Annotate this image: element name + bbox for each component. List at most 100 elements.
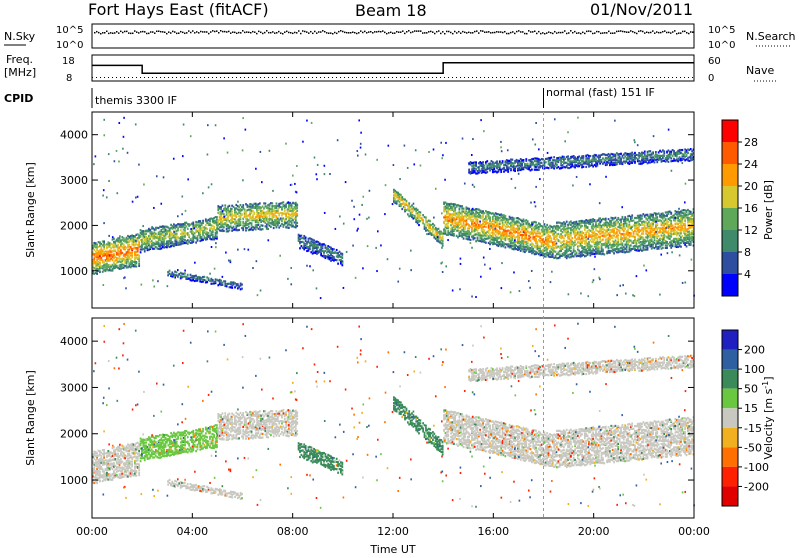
power-cell: [404, 207, 406, 209]
power-cell: [296, 222, 298, 224]
power-cell: [296, 213, 298, 215]
noise-point: [298, 30, 300, 32]
power-cell: [263, 207, 265, 209]
power-cell: [113, 261, 115, 263]
power-cell: [620, 153, 622, 155]
power-cell: [273, 227, 275, 229]
noise-point: [528, 30, 530, 32]
power-cell: [500, 171, 502, 173]
power-cell: [195, 241, 197, 243]
noise-point: [572, 32, 574, 33]
power-cell: [670, 212, 672, 214]
noise-point: [222, 31, 224, 32]
power-cell: [305, 236, 307, 238]
power-cell: [570, 246, 572, 248]
power-cell: [216, 216, 218, 218]
noise-point: [566, 33, 568, 35]
power-cell: [138, 244, 140, 246]
noise-point: [276, 32, 278, 34]
power-cell: [155, 233, 157, 235]
power-cell: [589, 223, 591, 225]
power-cell: [513, 217, 515, 219]
noise-point: [420, 30, 422, 32]
noise-left-tick-top: 10^5: [56, 25, 83, 36]
noise-point: [236, 33, 238, 35]
power-cell: [605, 218, 607, 220]
noise-point: [104, 32, 106, 34]
power-cell: [228, 229, 230, 231]
power-cell: [96, 244, 98, 246]
power-cell: [662, 247, 664, 249]
noise-point: [564, 30, 566, 32]
power-cell: [644, 225, 646, 227]
power-cell: [656, 223, 658, 225]
noise-point: [622, 31, 624, 33]
power-cell: [507, 171, 509, 173]
power-cell: [438, 228, 440, 230]
power-cell: [584, 229, 586, 231]
power-cell: [163, 240, 165, 242]
noise-point: [374, 31, 376, 33]
power-cell: [149, 238, 151, 240]
power-cell: [282, 201, 284, 203]
noise-point: [214, 31, 216, 32]
power-cell: [545, 161, 547, 163]
noise-point: [624, 31, 626, 33]
cpid-mode-1: themis 3300 IF: [95, 94, 177, 107]
noise-point: [446, 31, 448, 33]
noise-point: [318, 31, 320, 33]
power-cell: [102, 259, 104, 261]
noise-point: [182, 32, 184, 33]
power-cell: [432, 230, 434, 232]
power-cell: [617, 234, 619, 236]
power-cell: [411, 204, 413, 206]
power-cell: [627, 229, 629, 231]
power-cell: [484, 212, 486, 214]
noise-point: [250, 32, 252, 34]
power-cell: [674, 220, 676, 222]
power-cell: [216, 231, 218, 233]
power-cell: [534, 230, 536, 232]
noise-point: [230, 32, 232, 34]
power-cell: [525, 234, 527, 236]
noise-point: [416, 30, 418, 32]
noise-point: [516, 31, 518, 33]
power-cell: [537, 241, 539, 243]
noise-point: [118, 32, 120, 34]
power-cell: [503, 167, 505, 169]
noise-point: [340, 30, 342, 32]
power-cell: [690, 211, 692, 213]
power-cell: [552, 162, 554, 164]
noise-point: [542, 32, 544, 34]
noise-point: [468, 32, 470, 34]
power-cell: [128, 244, 130, 246]
noise-point: [378, 31, 380, 32]
power-cell: [216, 237, 218, 239]
power-cell: [185, 225, 187, 227]
noise-point: [644, 32, 646, 34]
noise-point: [380, 31, 382, 33]
power-cell: [502, 222, 504, 224]
power-cell: [396, 203, 398, 205]
power-cell: [573, 255, 575, 257]
power-cell: [208, 232, 210, 234]
noise-point: [436, 31, 438, 33]
noise-point: [584, 33, 586, 35]
power-cell: [560, 250, 562, 252]
noise-point: [610, 32, 612, 34]
noise-point: [412, 31, 414, 33]
noise-point: [692, 31, 694, 32]
power-cell: [619, 156, 621, 158]
power-cell: [591, 245, 593, 247]
power-cell: [634, 152, 636, 154]
power-cell: [400, 194, 402, 196]
power-cell: [212, 234, 214, 236]
power-cell: [495, 234, 497, 236]
noise-point: [454, 31, 456, 33]
power-cell: [242, 227, 244, 229]
power-cell: [192, 222, 194, 224]
noise-point: [368, 31, 370, 33]
power-cell: [475, 163, 477, 165]
power-cell: [619, 229, 621, 231]
noise-right-tick-top: 10^5: [708, 25, 735, 36]
